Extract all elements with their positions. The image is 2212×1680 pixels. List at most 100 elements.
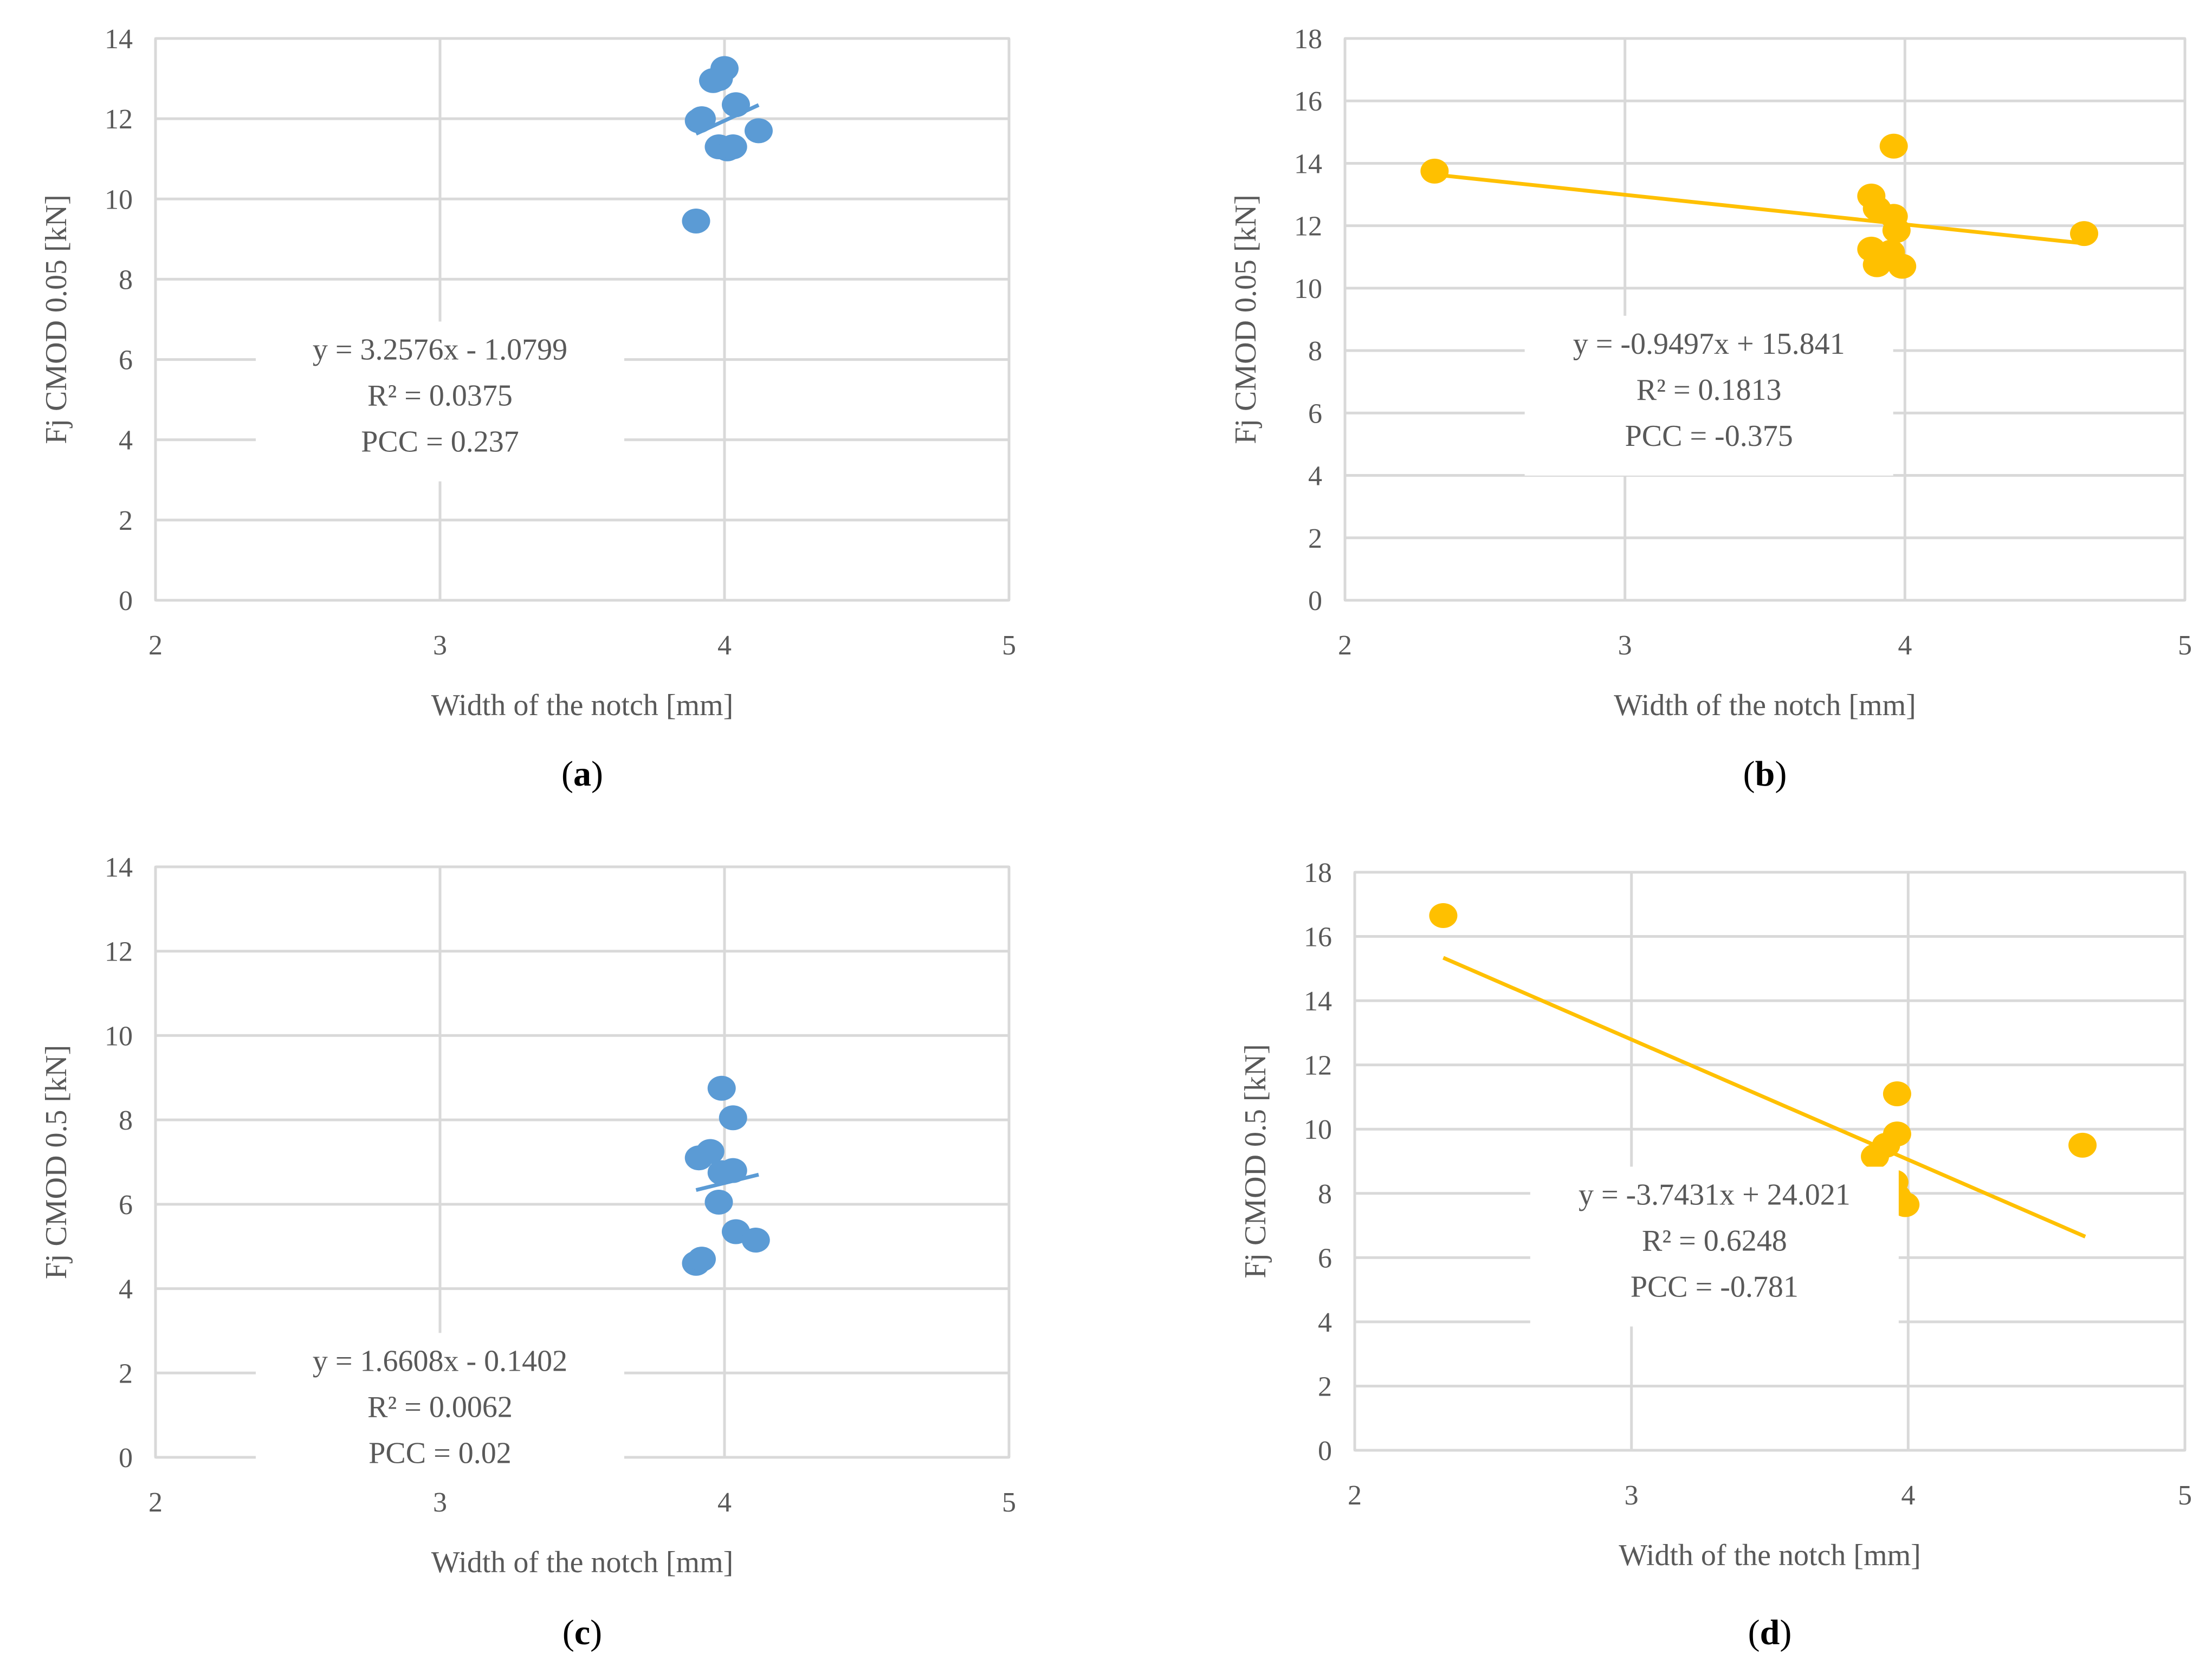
y-tick-label: 14: [105, 852, 133, 883]
data-point: [719, 1105, 747, 1131]
data-point: [704, 1189, 733, 1215]
data-point: [1883, 1081, 1911, 1107]
y-tick-label: 10: [1294, 274, 1322, 304]
y-tick-label: 6: [119, 345, 133, 376]
panel-label-close-paren: ): [591, 754, 603, 794]
data-point: [1429, 903, 1458, 929]
panel-label-open-paren: (: [1748, 1613, 1760, 1652]
panel-label-letter: d: [1760, 1613, 1780, 1652]
panel-label-close-paren: ): [590, 1613, 602, 1652]
x-tick-label: 3: [1618, 630, 1632, 661]
y-tick-label: 18: [1304, 858, 1332, 888]
panel-label-close-paren: ): [1780, 1613, 1791, 1652]
x-axis-title: Width of the notch [mm]: [1614, 689, 1916, 722]
panel-label: (d): [1748, 1613, 1792, 1652]
y-tick-label: 16: [1294, 86, 1322, 117]
y-tick-label: 6: [119, 1190, 133, 1221]
y-tick-label: 0: [119, 1443, 133, 1474]
y-tick-label: 2: [119, 1358, 133, 1389]
data-point: [710, 56, 739, 81]
data-point: [741, 1228, 770, 1253]
data-point: [1888, 254, 1917, 279]
y-tick-label: 10: [105, 1021, 133, 1052]
y-tick-label: 0: [1318, 1436, 1332, 1467]
data-point: [684, 1145, 713, 1171]
trendline-annotation-line: y = -3.7431x + 24.021: [1579, 1178, 1851, 1212]
panel-label: (a): [561, 754, 603, 794]
x-tick-label: 3: [1625, 1480, 1639, 1511]
y-axis-title: Fj CMOD 0.5 [kN]: [1239, 1044, 1272, 1278]
plot-area-frame: [1354, 871, 2186, 1451]
panel-label-open-paren: (: [562, 1613, 574, 1652]
data-point: [719, 1158, 747, 1183]
x-tick-label: 3: [433, 630, 447, 661]
y-tick-label: 8: [119, 1105, 133, 1136]
data-point: [2068, 1132, 2097, 1158]
data-point: [682, 209, 710, 234]
y-tick-label: 12: [1294, 211, 1322, 242]
data-point: [1861, 1144, 1890, 1169]
x-tick-label: 4: [717, 630, 732, 661]
annotation-box: [256, 321, 624, 482]
annotation-box: [256, 1333, 624, 1493]
panel-label-close-paren: ): [1775, 754, 1787, 794]
x-tick-label: 2: [1348, 1480, 1362, 1511]
y-tick-label: 2: [1318, 1371, 1332, 1402]
data-point: [688, 106, 716, 132]
y-tick-label: 2: [1308, 523, 1322, 554]
x-tick-label: 5: [1002, 630, 1016, 661]
data-point: [1882, 218, 1911, 243]
trendline: [1443, 956, 2086, 1238]
trendline-annotation-line: PCC = 0.237: [361, 425, 519, 459]
y-tick-label: 14: [1304, 986, 1332, 1017]
plot-area-frame: [1344, 37, 2186, 601]
x-tick-label: 2: [148, 1487, 163, 1518]
trendline-annotation-line: R² = 0.0375: [367, 379, 513, 413]
trendline-annotation-line: y = -0.9497x + 15.841: [1573, 327, 1845, 361]
y-tick-label: 8: [1308, 336, 1322, 367]
y-tick-label: 6: [1318, 1243, 1332, 1274]
trendline-annotation-line: y = 1.6608x - 0.1402: [313, 1344, 567, 1378]
data-point: [2070, 221, 2098, 247]
x-axis-title: Width of the notch [mm]: [431, 689, 734, 722]
x-tick-label: 4: [717, 1487, 732, 1518]
trendline-annotation-line: PCC = -0.375: [1625, 419, 1793, 453]
x-tick-label: 5: [2178, 1480, 2192, 1511]
data-point: [719, 134, 747, 159]
y-tick-label: 4: [1308, 461, 1322, 492]
y-tick-label: 16: [1304, 922, 1332, 953]
trendline-annotation-line: PCC = 0.02: [368, 1436, 511, 1470]
trendline-annotation-line: R² = 0.1813: [1637, 373, 1782, 407]
data-point: [688, 1247, 716, 1272]
panel-label: (c): [562, 1613, 602, 1652]
y-tick-label: 8: [1318, 1179, 1332, 1210]
y-tick-label: 12: [1304, 1050, 1332, 1081]
y-tick-label: 12: [105, 104, 133, 135]
y-tick-label: 4: [119, 1274, 133, 1305]
x-tick-label: 4: [1898, 630, 1912, 661]
y-tick-label: 0: [1308, 586, 1322, 617]
y-tick-label: 10: [1304, 1114, 1332, 1145]
data-point: [1879, 133, 1908, 159]
trendline-annotation-line: R² = 0.0062: [367, 1390, 513, 1424]
y-tick-label: 14: [1294, 148, 1322, 179]
x-tick-label: 5: [2178, 630, 2192, 661]
y-axis-title: Fj CMOD 0.5 [kN]: [40, 1045, 73, 1279]
y-tick-label: 2: [119, 505, 133, 536]
annotation-box: [1530, 1166, 1899, 1327]
data-point: [745, 118, 773, 144]
trendline-annotation-line: y = 3.2576x - 1.0799: [313, 333, 567, 367]
data-point: [1420, 158, 1449, 184]
panel-label-letter: c: [574, 1613, 590, 1652]
panel-label: (b): [1743, 754, 1787, 794]
panel-label-letter: a: [573, 754, 591, 794]
annotation-box: [1524, 315, 1893, 476]
x-axis-title: Width of the notch [mm]: [1619, 1539, 1921, 1572]
y-tick-label: 0: [119, 586, 133, 617]
y-tick-label: 12: [105, 937, 133, 968]
y-tick-label: 10: [105, 184, 133, 215]
